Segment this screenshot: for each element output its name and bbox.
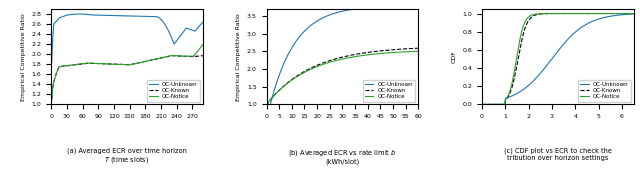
OC-Notice <box>163 55 170 58</box>
OC-Notice <box>48 98 56 100</box>
Text: (a) Averaged ECR over time horizon
$T$ (time slots): (a) Averaged ECR over time horizon $T$ (… <box>67 148 187 165</box>
OC-Known <box>48 98 56 100</box>
Line: OC-Notice: OC-Notice <box>52 45 203 99</box>
OC-Known <box>136 62 143 64</box>
OC-Unknown <box>552 53 559 55</box>
OC-Known <box>323 61 330 63</box>
OC-Unknown <box>57 16 65 18</box>
OC-Unknown <box>76 13 84 15</box>
OC-Known <box>199 55 207 57</box>
OC-Notice <box>507 87 515 89</box>
OC-Unknown <box>574 29 582 31</box>
OC-Unknown <box>372 6 380 8</box>
OC-Unknown <box>587 21 595 23</box>
OC-Known <box>587 12 595 15</box>
Legend: OC-Unknown, OC-Known, OC-Notice: OC-Unknown, OC-Known, OC-Notice <box>363 80 415 102</box>
OC-Known <box>281 84 289 86</box>
Line: OC-Unknown: OC-Unknown <box>482 14 640 104</box>
OC-Known <box>478 103 486 105</box>
Text: (c) CDF plot vs ECR to check the
tribution over horizon settings: (c) CDF plot vs ECR to check the tributi… <box>504 148 612 161</box>
OC-Known <box>601 12 609 15</box>
OC-Notice <box>144 60 152 62</box>
OC-Notice <box>372 53 380 55</box>
OC-Unknown <box>140 15 147 17</box>
OC-Unknown <box>323 15 330 17</box>
OC-Unknown <box>136 15 143 17</box>
OC-Known <box>163 56 170 58</box>
OC-Notice <box>136 62 143 64</box>
Line: OC-Known: OC-Known <box>482 14 640 104</box>
OC-Known <box>57 65 65 68</box>
OC-Notice <box>601 12 609 15</box>
OC-Unknown <box>48 61 56 63</box>
Y-axis label: Empirical Competitive Ratio: Empirical Competitive Ratio <box>236 13 241 101</box>
OC-Known <box>312 65 320 67</box>
OC-Notice <box>323 62 330 64</box>
OC-Unknown <box>478 103 486 105</box>
OC-Known <box>507 90 515 92</box>
OC-Notice <box>587 12 595 15</box>
OC-Unknown <box>601 16 609 18</box>
OC-Known <box>574 12 582 15</box>
OC-Known <box>178 55 186 57</box>
OC-Notice <box>57 65 65 68</box>
OC-Unknown <box>145 15 152 17</box>
OC-Unknown <box>358 7 366 9</box>
Line: OC-Known: OC-Known <box>267 48 418 104</box>
OC-Unknown <box>373 6 381 8</box>
OC-Notice <box>178 55 186 57</box>
OC-Unknown <box>312 21 320 23</box>
OC-Unknown <box>507 95 515 98</box>
OC-Notice <box>312 66 320 68</box>
Line: OC-Unknown: OC-Unknown <box>270 6 418 104</box>
OC-Notice <box>263 103 271 105</box>
OC-Known <box>414 47 422 49</box>
OC-Known <box>140 61 147 63</box>
OC-Unknown <box>281 60 289 62</box>
OC-Notice <box>520 23 528 26</box>
OC-Notice <box>552 12 559 15</box>
OC-Notice <box>358 55 366 57</box>
OC-Known <box>263 103 271 105</box>
OC-Known <box>372 50 380 52</box>
OC-Unknown <box>414 5 422 7</box>
OC-Notice <box>414 50 422 52</box>
OC-Unknown <box>199 21 207 23</box>
OC-Notice <box>140 61 147 63</box>
OC-Notice <box>281 84 289 87</box>
OC-Unknown <box>520 88 528 90</box>
OC-Known <box>520 31 528 33</box>
Line: OC-Notice: OC-Notice <box>482 14 640 104</box>
OC-Known <box>373 50 381 52</box>
Legend: OC-Unknown, OC-Known, OC-Notice: OC-Unknown, OC-Known, OC-Notice <box>147 80 200 102</box>
Text: (b) Averaged ECR vs rate limit $b$
(kWh/slot): (b) Averaged ECR vs rate limit $b$ (kWh/… <box>288 148 397 165</box>
Y-axis label: Empirical Competitive Ratio: Empirical Competitive Ratio <box>21 13 26 101</box>
OC-Unknown <box>178 32 186 35</box>
OC-Known <box>144 60 152 62</box>
OC-Notice <box>574 12 582 15</box>
OC-Known <box>552 12 559 15</box>
Line: OC-Notice: OC-Notice <box>267 51 418 104</box>
Line: OC-Known: OC-Known <box>52 56 203 99</box>
OC-Known <box>358 52 366 54</box>
Line: OC-Unknown: OC-Unknown <box>52 14 203 62</box>
OC-Notice <box>478 103 486 105</box>
Legend: OC-Unknown, OC-Known, OC-Notice: OC-Unknown, OC-Known, OC-Notice <box>578 80 631 102</box>
OC-Notice <box>199 44 207 46</box>
OC-Notice <box>373 53 381 55</box>
OC-Unknown <box>163 26 170 28</box>
Y-axis label: CDF: CDF <box>452 50 457 63</box>
